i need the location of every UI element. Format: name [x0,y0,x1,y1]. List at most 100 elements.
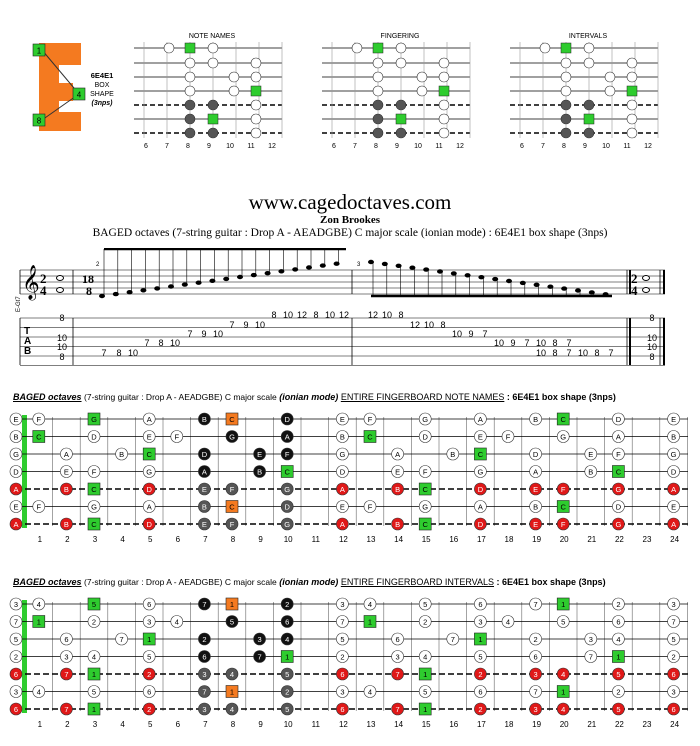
note-head [140,288,147,293]
svg-text:F: F [37,503,42,512]
interval-marker: 5 [418,597,432,611]
svg-text:A: A [13,485,18,494]
svg-text:F: F [616,450,621,459]
svg-text:8: 8 [86,284,92,298]
svg-text:E: E [588,450,593,459]
mini-note-dot [438,127,450,139]
note-marker: F [363,412,377,426]
svg-text:E: E [340,503,345,512]
interval-marker: 4 [32,685,46,698]
interval-marker: 7 [391,702,404,716]
note-marker: D [667,465,680,478]
interval-marker: 6 [667,667,680,681]
shape-label: SHAPE [90,91,114,98]
interval-marker: 6 [198,650,211,663]
mini-note-dot [250,99,262,111]
svg-text:6: 6 [147,600,151,609]
svg-text:D: D [671,468,677,477]
interval-marker: 6 [529,650,542,663]
svg-text:1: 1 [561,688,565,697]
note-head [561,286,568,291]
mini-note-dot [250,57,262,69]
svg-text:4: 4 [631,283,638,298]
fret-number: 23 [643,535,652,544]
svg-text:3: 3 [64,653,68,662]
note-marker: B [667,430,680,443]
note-marker: E [9,412,23,426]
interval-marker: 1 [612,650,625,663]
fret-number: 14 [394,535,403,544]
interval-marker: 1 [280,650,294,663]
note-head [395,263,402,268]
note-head [478,275,485,280]
note-marker: F [225,482,239,496]
note-marker: F [556,482,570,496]
svg-text:1: 1 [92,705,96,714]
mini-root-marker [626,85,638,97]
svg-text:T: T [24,326,30,337]
tab-number: 10 [647,333,657,343]
svg-text:4: 4 [506,618,510,627]
svg-text:3: 3 [589,635,593,644]
tab-number: 10 [578,348,588,358]
note-head [333,261,340,266]
fret-number: 8 [374,143,378,150]
mini-note-dot [583,127,595,139]
svg-text:C: C [284,468,290,477]
mini-note-dot [416,85,428,97]
note-marker: C [556,500,570,513]
interval-marker: 7 [336,615,349,628]
note-marker: A [142,412,156,426]
tab-number: 8 [649,352,654,362]
fret-number: 20 [560,535,569,544]
fret-number: 12 [268,143,276,150]
fret-number: 11 [247,143,254,150]
svg-text:4: 4 [230,705,234,714]
note-marker: G [418,500,432,513]
svg-text:D: D [146,520,152,529]
svg-text:C: C [229,415,235,424]
interval-marker: 6 [474,597,487,611]
mini-note-dot [184,71,196,83]
svg-text:2: 2 [672,653,676,662]
mini-note-dot [626,127,638,139]
note-marker: F [501,430,515,443]
interval-marker: 1 [418,702,432,716]
interval-marker: 2 [87,615,101,628]
mini-note-dot [438,99,450,111]
note-marker: E [529,517,542,531]
svg-text:5: 5 [423,600,427,609]
note-marker: E [529,482,542,496]
interval-marker: 5 [612,702,625,716]
svg-text:E: E [64,468,69,477]
fret-number: 24 [670,535,679,544]
note-marker: A [391,447,404,461]
svg-text:3: 3 [147,618,151,627]
mini-note-dot [583,99,595,111]
interval-marker: 2 [474,702,487,716]
tab-number: 10 [536,338,546,348]
marker-1 [32,43,46,57]
tab-number: 7 [524,338,529,348]
fret-number: 6 [176,720,181,729]
note-marker: F [32,500,46,513]
fret-number: 9 [583,143,587,150]
note-marker: A [667,482,680,496]
shape-logo: 1 4 8 6E4E1 BOX SHAPE (3nps) [32,43,114,131]
mini-root-marker [438,85,450,97]
note-marker: C [142,447,156,461]
svg-text:B: B [202,503,207,512]
note-head [195,280,202,285]
svg-text:6: 6 [147,688,151,697]
tab-number: 7 [101,348,106,358]
note-marker: G [280,482,294,496]
interval-marker: 5 [280,702,294,716]
svg-text:B: B [395,485,400,494]
mini-note-dot [604,85,616,97]
tab-number: 8 [552,348,557,358]
tab-number: 8 [59,352,64,362]
tab-number: 7 [144,338,149,348]
svg-text:F: F [230,520,235,529]
note-marker: G [612,482,625,496]
svg-text:E: E [340,415,345,424]
